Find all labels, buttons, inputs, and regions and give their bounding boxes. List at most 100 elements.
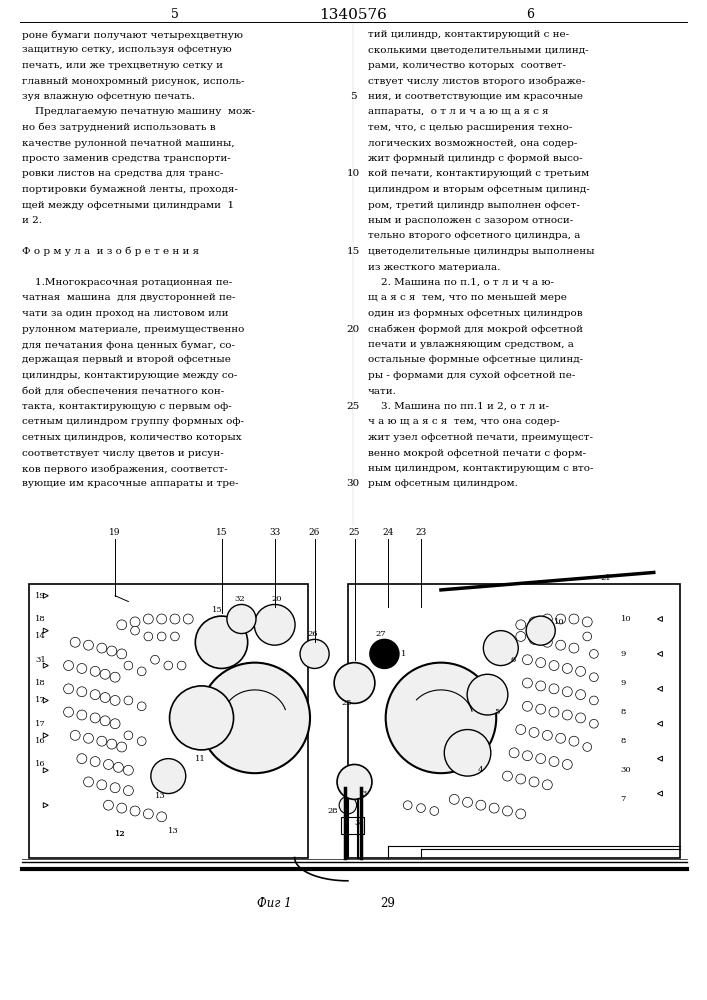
- Text: 9: 9: [621, 679, 626, 687]
- Polygon shape: [43, 593, 48, 598]
- Text: кой печати, контактирующий с третьим: кой печати, контактирующий с третьим: [368, 169, 589, 178]
- Circle shape: [489, 803, 499, 813]
- Circle shape: [137, 702, 146, 711]
- Text: рами, количество которых  соответ-: рами, количество которых соответ-: [368, 61, 566, 70]
- Circle shape: [151, 655, 159, 664]
- Polygon shape: [658, 756, 662, 761]
- Polygon shape: [43, 803, 48, 808]
- Circle shape: [575, 690, 585, 700]
- Text: 3: 3: [361, 790, 366, 798]
- Text: 15: 15: [211, 606, 222, 614]
- Circle shape: [144, 809, 153, 819]
- Text: 26: 26: [308, 630, 318, 638]
- Text: ровки листов на средства для транс-: ровки листов на средства для транс-: [22, 169, 223, 178]
- Circle shape: [583, 632, 592, 641]
- Text: 3. Машина по пп.1 и 2, о т л и-: 3. Машина по пп.1 и 2, о т л и-: [368, 402, 549, 411]
- Bar: [29, 584, 308, 858]
- Text: и 2.: и 2.: [22, 216, 42, 225]
- Text: 1: 1: [401, 650, 407, 658]
- Circle shape: [100, 669, 110, 679]
- Text: сетных цилиндров, количество которых: сетных цилиндров, количество которых: [22, 433, 242, 442]
- Circle shape: [590, 719, 598, 728]
- Circle shape: [64, 707, 74, 717]
- Circle shape: [569, 614, 579, 624]
- Circle shape: [509, 748, 519, 758]
- Text: чатная  машина  для двусторонней пе-: чатная машина для двусторонней пе-: [22, 294, 235, 302]
- Circle shape: [90, 666, 100, 676]
- Circle shape: [255, 604, 295, 645]
- Text: для печатания фона ценных бумаг, со-: для печатания фона ценных бумаг, со-: [22, 340, 235, 350]
- Circle shape: [110, 783, 120, 793]
- Circle shape: [64, 684, 74, 694]
- Polygon shape: [43, 663, 48, 668]
- Text: 18: 18: [35, 615, 46, 623]
- Text: главный монохромный рисунок, исполь-: главный монохромный рисунок, исполь-: [22, 77, 245, 86]
- Polygon shape: [43, 768, 48, 773]
- Text: 32: 32: [235, 595, 245, 603]
- Circle shape: [77, 710, 87, 720]
- Text: бой для обеспечения печатного кон-: бой для обеспечения печатного кон-: [22, 386, 224, 395]
- Circle shape: [556, 733, 566, 743]
- Text: ным цилиндром, контактирующим с вто-: ным цилиндром, контактирующим с вто-: [368, 464, 593, 473]
- Circle shape: [117, 649, 127, 659]
- Circle shape: [536, 754, 546, 764]
- Circle shape: [542, 637, 552, 647]
- Text: жит узел офсетной печати, преимущест-: жит узел офсетной печати, преимущест-: [368, 433, 593, 442]
- Circle shape: [117, 803, 127, 813]
- Circle shape: [476, 800, 486, 810]
- Circle shape: [562, 687, 572, 697]
- Text: 6: 6: [526, 8, 534, 21]
- Circle shape: [170, 632, 180, 641]
- Text: сколькими цветоделительными цилинд-: сколькими цветоделительными цилинд-: [368, 45, 589, 54]
- Circle shape: [583, 743, 592, 751]
- Circle shape: [590, 650, 598, 658]
- Circle shape: [110, 696, 120, 705]
- Text: 8: 8: [621, 737, 626, 745]
- Circle shape: [590, 696, 598, 705]
- Circle shape: [526, 616, 555, 645]
- Text: ры - формами для сухой офсетной пе-: ры - формами для сухой офсетной пе-: [368, 371, 575, 380]
- Text: защитную сетку, используя офсетную: защитную сетку, используя офсетную: [22, 45, 232, 54]
- Circle shape: [144, 614, 153, 624]
- Circle shape: [503, 806, 513, 816]
- Polygon shape: [658, 651, 662, 656]
- Text: чати.: чати.: [368, 386, 397, 395]
- Text: цветоделительные цилиндры выполнены: цветоделительные цилиндры выполнены: [368, 247, 595, 256]
- Circle shape: [103, 800, 113, 810]
- Circle shape: [83, 640, 93, 650]
- Text: венно мокрой офсетной печати с форм-: венно мокрой офсетной печати с форм-: [368, 448, 586, 458]
- Circle shape: [164, 661, 173, 670]
- Circle shape: [70, 637, 80, 647]
- Circle shape: [556, 640, 566, 650]
- Text: остальные формные офсетные цилинд-: остальные формные офсетные цилинд-: [368, 356, 583, 364]
- Circle shape: [64, 661, 74, 670]
- Text: 1.Многокрасочная ротационная пе-: 1.Многокрасочная ротационная пе-: [22, 278, 233, 287]
- Circle shape: [549, 661, 559, 670]
- Circle shape: [516, 620, 526, 630]
- Circle shape: [137, 737, 146, 746]
- Text: печать, или же трехцветную сетку и: печать, или же трехцветную сетку и: [22, 61, 223, 70]
- Text: 15: 15: [216, 528, 228, 537]
- Circle shape: [77, 664, 87, 673]
- Circle shape: [130, 617, 140, 627]
- Circle shape: [117, 742, 127, 752]
- Text: 5: 5: [171, 8, 179, 21]
- Circle shape: [227, 604, 256, 634]
- Polygon shape: [658, 686, 662, 691]
- Circle shape: [151, 759, 186, 794]
- Text: такта, контактирующую с первым оф-: такта, контактирующую с первым оф-: [22, 402, 232, 411]
- Circle shape: [484, 631, 518, 666]
- Text: 2. Машина по п.1, о т л и ч а ю-: 2. Машина по п.1, о т л и ч а ю-: [368, 278, 554, 287]
- Circle shape: [569, 643, 579, 653]
- Text: 1340576: 1340576: [319, 8, 387, 22]
- Text: 20: 20: [346, 324, 360, 334]
- Circle shape: [516, 774, 526, 784]
- Circle shape: [77, 754, 87, 764]
- Circle shape: [575, 666, 585, 676]
- Circle shape: [144, 632, 153, 641]
- Text: 17: 17: [35, 696, 46, 704]
- Circle shape: [503, 771, 513, 781]
- Text: 25: 25: [341, 699, 352, 707]
- Text: 15: 15: [346, 247, 360, 256]
- Circle shape: [131, 626, 139, 635]
